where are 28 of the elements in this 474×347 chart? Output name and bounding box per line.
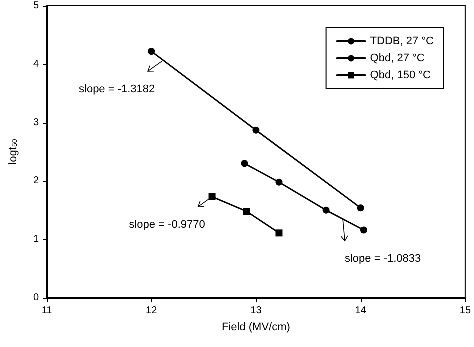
point <box>243 208 250 216</box>
legend-label: TDDB, 27 °C <box>370 36 434 48</box>
y-tick-label: 0 <box>33 292 40 304</box>
annotation: slope = -1.3182 <box>79 83 156 96</box>
y-tick-label: 1 <box>33 234 40 246</box>
point <box>322 206 330 214</box>
annotation: slope = -0.9770 <box>129 218 206 231</box>
x-tick-label: 13 <box>250 306 262 316</box>
point <box>276 178 283 186</box>
point <box>241 160 248 168</box>
x-tick-label: 14 <box>355 306 367 316</box>
x-axis-title: Field (MV/cm) <box>222 322 290 334</box>
x-tick-label: 15 <box>460 306 472 316</box>
y-tick-label: 2 <box>33 176 40 187</box>
y-tick-label: 4 <box>33 58 40 70</box>
point <box>357 204 364 212</box>
legend-label: Qbd, 150 °C <box>370 70 432 82</box>
x-tick-label: 11 <box>42 306 53 316</box>
point <box>148 48 156 56</box>
point <box>360 226 368 234</box>
point <box>276 230 283 237</box>
point <box>208 193 216 200</box>
legend-label: Qbd, 27 °C <box>370 52 425 64</box>
y-tick-label: 3 <box>33 117 40 128</box>
y-tick-label: 5 <box>33 0 40 12</box>
x-tick-label: 12 <box>146 306 158 316</box>
annotation: slope = -1.0833 <box>344 253 422 266</box>
point <box>252 126 260 134</box>
